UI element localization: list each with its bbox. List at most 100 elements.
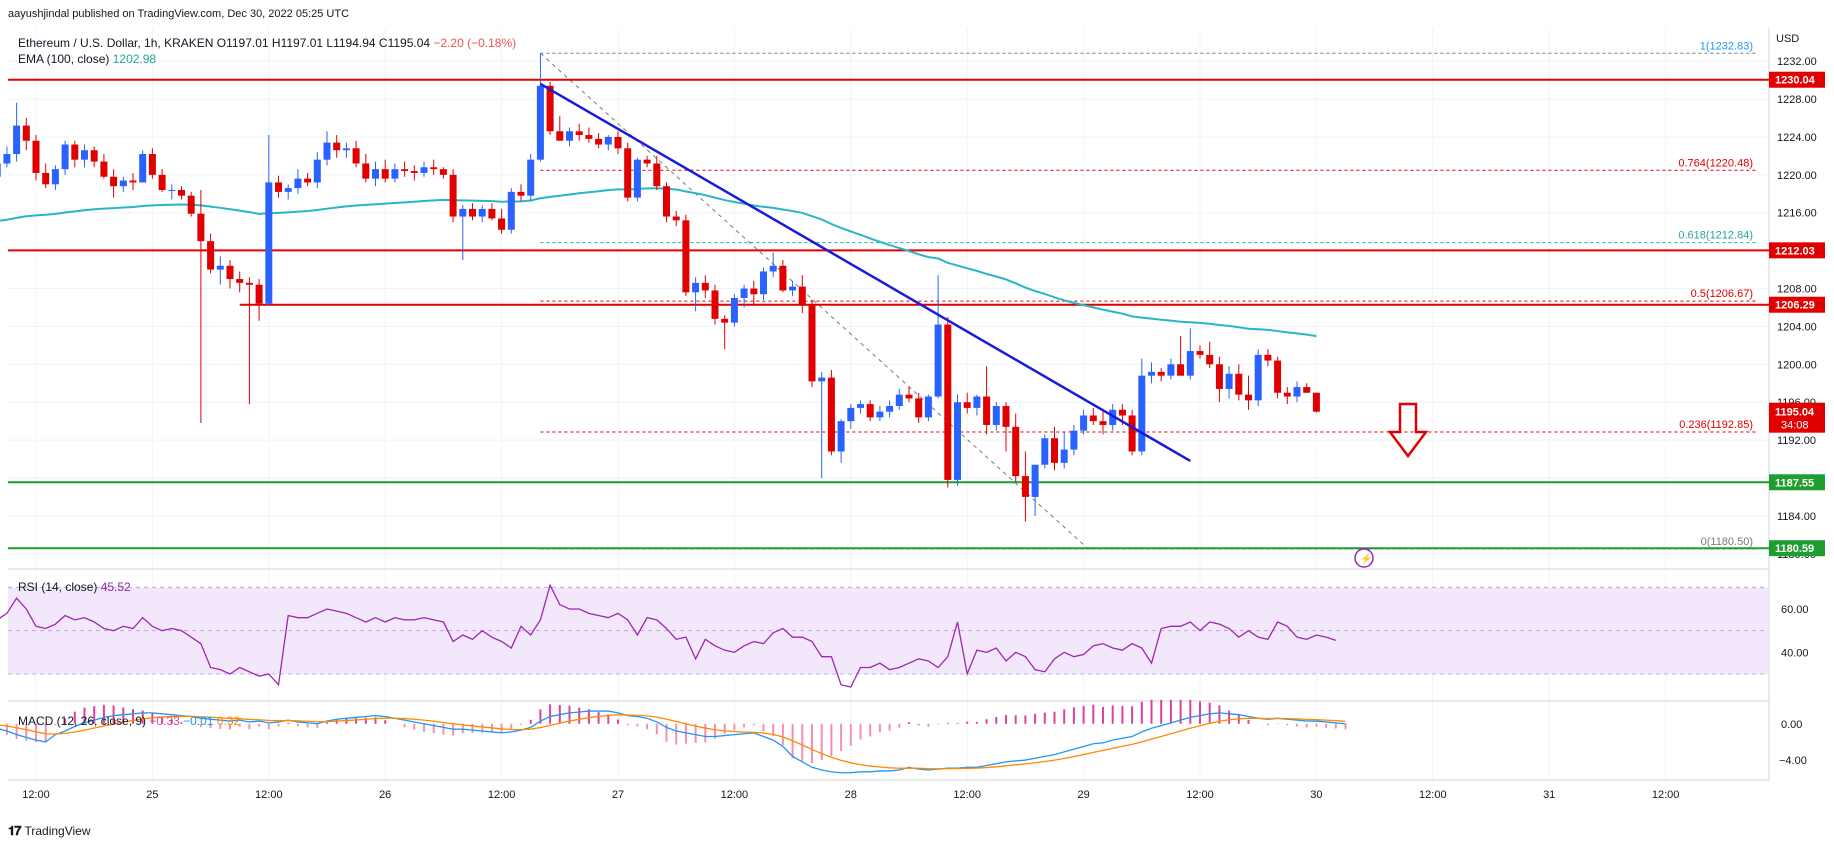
candle-body: [430, 167, 438, 170]
candle-body: [692, 282, 700, 293]
candle-body: [255, 284, 263, 304]
candle-body: [488, 208, 496, 219]
price-tick-label: 1216.00: [1777, 208, 1817, 220]
candle-body: [769, 265, 777, 272]
level-tag-label: 1230.04: [1775, 75, 1816, 87]
candle-body: [110, 176, 118, 187]
publisher-line: aayushjindal published on TradingView.co…: [8, 8, 350, 20]
candle-body: [304, 178, 312, 183]
candle-body: [158, 174, 166, 190]
symbol-name: Ethereum / U.S. Dollar, 1h, KRAKEN: [18, 36, 214, 50]
candle-body: [284, 188, 292, 192]
watermark-text: TradingView: [24, 824, 91, 838]
candle-body: [750, 288, 758, 295]
ema-line: [0, 187, 1317, 338]
candle-body: [51, 169, 59, 185]
candle-body: [1031, 464, 1039, 497]
candle-body: [663, 186, 670, 217]
candle-body: [1283, 392, 1291, 397]
candle-body: [22, 125, 30, 141]
level-tag: [1769, 296, 1825, 313]
level-tag: [1769, 540, 1825, 557]
time-tick-label: 29: [1077, 789, 1089, 801]
candle-body: [352, 148, 360, 164]
macd-line-value: −0.01: [183, 714, 214, 728]
candle-body: [100, 161, 108, 177]
candle-body: [1021, 476, 1029, 497]
candle-body: [1303, 387, 1311, 393]
candle-body: [595, 138, 603, 145]
rsi-tick-label: 40.00: [1781, 647, 1809, 659]
candle-body: [372, 169, 379, 179]
time-tick-label: 12:00: [488, 789, 516, 801]
candle-body: [265, 182, 273, 304]
candle-body: [546, 85, 554, 132]
horizontal-levels[interactable]: [8, 78, 1769, 550]
candle-body: [934, 324, 942, 397]
candle-body: [1060, 449, 1068, 463]
fibonacci-retracement[interactable]: 1(1232.83) 0.764(1220.48) 0.618(1212.84) 0.…: [540, 40, 1758, 550]
price-tick-label: 1220.00: [1777, 170, 1817, 182]
candle-body: [527, 159, 535, 196]
candle-body: [847, 407, 855, 422]
time-axis[interactable]: 12:00 25 12:00 26 12:00 27 12:00 28 12:00 29 12:00…: [22, 789, 1679, 801]
candle-body: [1274, 360, 1282, 393]
candle-body: [178, 190, 185, 196]
candle-body: [216, 265, 224, 270]
candle-body: [886, 406, 894, 412]
time-tick-label: 30: [1310, 789, 1322, 801]
candle-body: [954, 402, 961, 480]
candle-body: [1051, 438, 1058, 463]
candle-body: [1177, 364, 1185, 376]
lightning-glyph: ⚡: [1360, 552, 1372, 565]
candles[interactable]: [0, 53, 1320, 522]
candle-body: [1225, 373, 1233, 389]
macd-hist-value: −0.33: [149, 714, 180, 728]
candle-body: [294, 178, 302, 189]
candle-body: [866, 404, 874, 418]
rsi-line: [0, 583, 1337, 688]
candle-body: [672, 216, 680, 221]
time-tick-label: 12:00: [953, 789, 981, 801]
candle-body: [342, 148, 350, 151]
level-tag-label: 1180.59: [1775, 543, 1814, 555]
candle-body: [410, 171, 418, 173]
candle-body: [730, 298, 738, 323]
tradingview-watermark: 𝟏𝟕 TradingView: [8, 823, 91, 839]
ema-legend: EMA (100, close) 1202.98: [18, 52, 156, 66]
candle-body: [1118, 409, 1126, 416]
candle-body: [633, 159, 641, 198]
price-tags: 1230.04 1212.03 1206.29 1187.55 1180.59 1195.…: [1769, 71, 1825, 557]
candle-body: [973, 396, 981, 408]
candle-body: [1206, 354, 1214, 365]
candle-body: [779, 265, 787, 291]
trendline[interactable]: [539, 82, 1191, 463]
candle-body: [1070, 430, 1078, 450]
candle-body: [915, 398, 923, 418]
candle-body: [992, 406, 1000, 425]
fib-level-label: 0.236(1192.85): [1679, 419, 1753, 431]
candle-body: [1041, 438, 1049, 465]
macd-legend: MACD (12, 26, close, 9) −0.33 −0.01 0.32: [18, 714, 240, 728]
candle-body: [148, 154, 156, 175]
price-tick-label: 1208.00: [1777, 284, 1817, 296]
price-change: −2.20 (−0.18%): [433, 36, 517, 50]
candle-body: [643, 159, 651, 164]
candle-body: [362, 163, 370, 179]
candle-body: [245, 282, 253, 285]
candle-body: [42, 172, 50, 185]
candle-body: [119, 180, 127, 187]
candle-body: [1002, 406, 1010, 427]
candle-body: [90, 150, 98, 162]
candle-body: [1196, 351, 1204, 355]
candle-body: [13, 125, 21, 154]
candle-body: [604, 136, 612, 145]
rsi-band: [8, 586, 1768, 675]
macd-signal-value: 0.32: [216, 714, 241, 728]
macd-pane: [0, 699, 1347, 774]
level-tag-label: 1187.55: [1775, 477, 1814, 489]
candle-body: [478, 208, 486, 217]
candle-body: [323, 142, 331, 160]
currency-label: USD: [1776, 33, 1800, 45]
